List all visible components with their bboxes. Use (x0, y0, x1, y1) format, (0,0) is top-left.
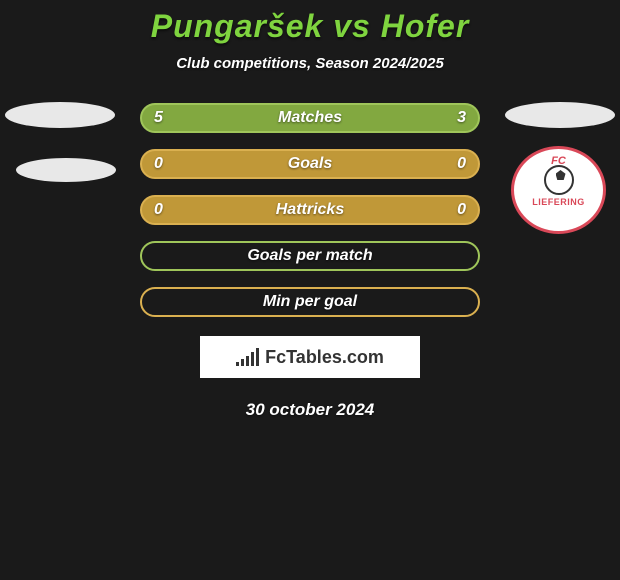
stat-label: Min per goal (263, 293, 357, 311)
stat-row-min-per-goal: Min per goal (0, 286, 620, 318)
comparison-card: Pungaršek vs Hofer Club competitions, Se… (0, 0, 620, 420)
watermark: FcTables.com (200, 336, 420, 378)
date-text: 30 october 2024 (0, 400, 620, 420)
stat-bar-matches: 5 Matches 3 (140, 103, 480, 133)
stat-left-value: 5 (154, 109, 163, 127)
stat-label: Goals per match (247, 247, 372, 265)
stat-right-value: 3 (457, 109, 466, 127)
stat-right-value: 0 (457, 155, 466, 173)
stat-bar-gpm: Goals per match (140, 241, 480, 271)
stat-bar-goals: 0 Goals 0 (140, 149, 480, 179)
stat-row-matches: 5 Matches 3 (0, 102, 620, 134)
stat-row-hattricks: 0 Hattricks 0 (0, 194, 620, 226)
stat-bar-mpg: Min per goal (140, 287, 480, 317)
stat-right-value: 0 (457, 201, 466, 219)
stat-label: Goals (288, 155, 332, 173)
stat-bar-hattricks: 0 Hattricks 0 (140, 195, 480, 225)
stat-left-value: 0 (154, 155, 163, 173)
watermark-text: FcTables.com (265, 347, 384, 368)
bar-chart-icon (236, 348, 259, 366)
page-subtitle: Club competitions, Season 2024/2025 (0, 55, 620, 72)
stat-row-goals: 0 Goals 0 (0, 148, 620, 180)
stat-left-value: 0 (154, 201, 163, 219)
stat-row-goals-per-match: Goals per match (0, 240, 620, 272)
stat-label: Matches (278, 109, 342, 127)
stat-label: Hattricks (276, 201, 344, 219)
stats-area: FC LIEFERING 5 Matches 3 0 Goals 0 0 Hat… (0, 102, 620, 420)
page-title: Pungaršek vs Hofer (0, 8, 620, 45)
